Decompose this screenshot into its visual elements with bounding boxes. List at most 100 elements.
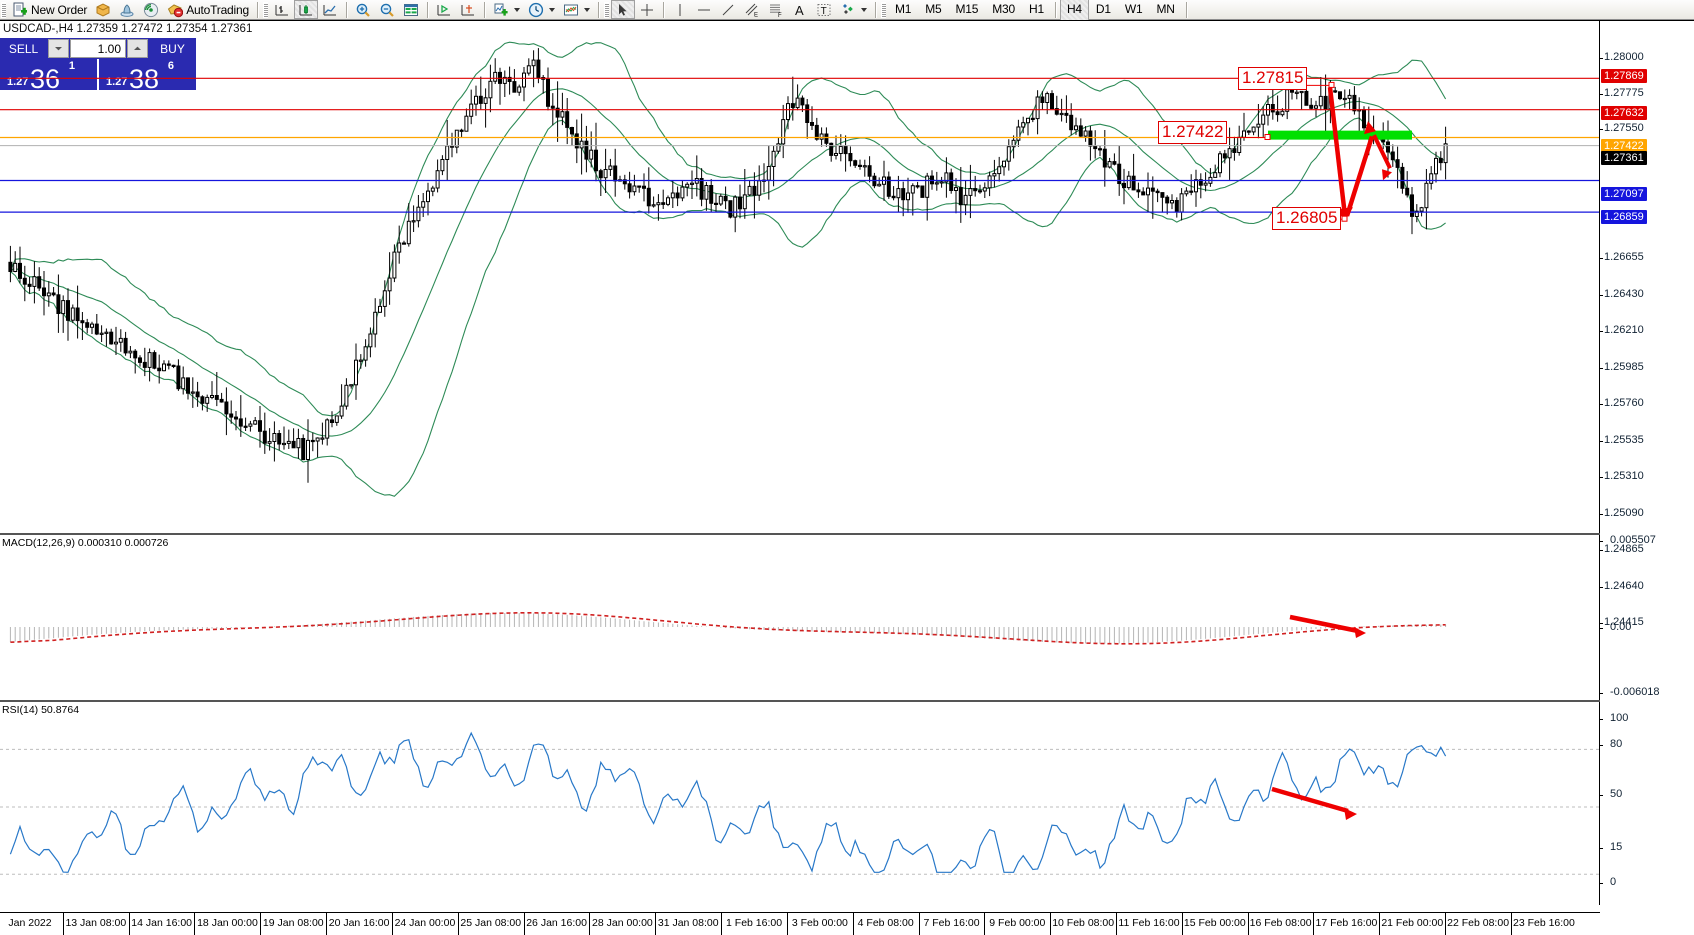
candlestick-chart-icon	[298, 2, 314, 18]
signals-button[interactable]	[115, 0, 139, 19]
chart-shift-icon	[436, 2, 452, 18]
volume-decrease-button[interactable]	[48, 39, 69, 58]
objects-dropdown-icon[interactable]	[860, 7, 867, 12]
text-button[interactable]: A	[788, 0, 812, 19]
fibonacci-button[interactable]: F	[764, 0, 788, 19]
macd-pane[interactable]	[0, 539, 1600, 699]
indicators-button[interactable]	[489, 0, 524, 19]
toolbar-grip[interactable]	[1, 1, 6, 18]
equidistant-channel-button[interactable]: E	[740, 0, 764, 19]
volume-input[interactable]: 1.00	[70, 39, 126, 58]
volume-increase-button[interactable]	[127, 39, 148, 58]
timeframe-m30[interactable]: M30	[985, 0, 1022, 21]
line-chart-button[interactable]	[318, 0, 342, 19]
data-window-icon	[403, 2, 419, 18]
annotation-price-mid[interactable]: 1.27422	[1158, 121, 1228, 144]
toolbar-separator-2	[345, 1, 347, 18]
annotation-price-high[interactable]: 1.27815	[1238, 67, 1308, 90]
time-tick: 21 Feb 00:00	[1381, 917, 1444, 929]
vertical-line-button[interactable]	[668, 0, 692, 19]
timeframe-m1-label: M1	[894, 2, 912, 16]
volume-control[interactable]: 1.00	[47, 38, 149, 59]
new-order-label: New Order	[31, 2, 88, 17]
rsi-label: RSI(14) 50.8764	[2, 704, 80, 716]
time-axis-divider	[589, 913, 591, 935]
time-tick: 22 Feb 08:00	[1447, 917, 1510, 929]
price-axis[interactable]: 1.28000 1.27869 1.27775 1.27632 1.27550 1.274…	[1599, 21, 1694, 905]
time-axis[interactable]: Jan 2022 13 Jan 08:00 14 Jan 16:00 18 Jan 0…	[0, 912, 1600, 935]
broadcast-button[interactable]	[139, 0, 163, 19]
time-tick: 31 Jan 08:00	[657, 917, 719, 929]
timeframe-h1[interactable]: H1	[1022, 0, 1051, 21]
data-window-button[interactable]	[399, 0, 423, 19]
timeframe-m1[interactable]: M1	[888, 0, 918, 21]
price-pane[interactable]	[0, 35, 1600, 551]
annotation-price-low[interactable]: 1.26805	[1272, 207, 1342, 230]
chart-shift-button[interactable]	[432, 0, 456, 19]
timeframe-m15[interactable]: M15	[949, 0, 986, 21]
price-tick: 1.25760	[1600, 397, 1644, 409]
sell-button[interactable]: SELL	[0, 38, 47, 59]
chart-window[interactable]: USDCAD-,H4 1.27359 1.27472 1.27354 1.273…	[0, 20, 1694, 935]
new-order-button[interactable]: New Order	[8, 0, 91, 19]
one-click-trading-panel[interactable]: SELL 1.00 BUY 1.27 36 1	[0, 38, 196, 93]
toolbar-grip-3[interactable]	[603, 1, 609, 18]
time-axis-divider	[984, 913, 986, 935]
time-axis-divider	[194, 913, 196, 935]
timeframe-d1[interactable]: D1	[1089, 0, 1118, 21]
price-tick: 1.25535	[1600, 434, 1644, 446]
cursor-button[interactable]	[610, 0, 635, 19]
chevron-down-icon	[55, 47, 62, 51]
time-axis-divider	[918, 913, 920, 935]
time-tick: 14 Jan 16:00	[131, 917, 192, 929]
time-axis-divider	[1379, 913, 1381, 935]
period-icon	[528, 2, 544, 18]
sell-price-box[interactable]: 1.27 36 1	[0, 59, 97, 93]
time-tick: 23 Feb 16:00	[1512, 917, 1575, 929]
price-label-badge: 1.27632	[1601, 106, 1647, 120]
horizontal-line-button[interactable]	[692, 0, 716, 19]
timeframe-mn[interactable]: MN	[1149, 0, 1181, 21]
period-button[interactable]	[524, 0, 559, 19]
timeframe-w1[interactable]: W1	[1118, 0, 1150, 21]
time-axis-divider	[655, 913, 657, 935]
price-tick: 1.27550	[1600, 122, 1644, 134]
objects-button[interactable]	[836, 0, 871, 19]
one-click-price-row: 1.27 36 1 1.27 38 6	[0, 59, 196, 93]
crosshair-button[interactable]	[635, 0, 659, 19]
zoom-in-button[interactable]	[351, 0, 375, 19]
pane-separator-1[interactable]	[0, 533, 1600, 535]
buy-price-box[interactable]: 1.27 38 6	[99, 59, 196, 93]
buy-button[interactable]: BUY	[149, 38, 196, 59]
templates-button[interactable]	[559, 0, 594, 19]
pane-separator-2[interactable]	[0, 700, 1600, 702]
templates-dropdown-icon[interactable]	[583, 7, 590, 12]
objects-icon	[840, 2, 856, 18]
price-tick: 1.26655	[1600, 251, 1644, 263]
time-axis-divider	[391, 913, 393, 935]
text-label-button[interactable]: T	[812, 0, 836, 19]
auto-scroll-button[interactable]	[456, 0, 480, 19]
price-tick: 1.25090	[1600, 507, 1644, 519]
time-axis-divider	[1115, 913, 1117, 935]
autotrading-button[interactable]: AutoTrading	[163, 0, 253, 19]
timeframe-h4[interactable]: H4	[1059, 0, 1089, 21]
timeframe-m15-label: M15	[955, 2, 979, 16]
equidistant-channel-icon: E	[744, 2, 760, 18]
rsi-pane[interactable]	[0, 707, 1600, 907]
period-dropdown-icon[interactable]	[548, 7, 555, 12]
macd-axis-tick: -0.006018	[1600, 686, 1694, 698]
timeframe-m5[interactable]: M5	[918, 0, 948, 21]
zoom-out-button[interactable]	[375, 0, 399, 19]
bar-chart-button[interactable]	[270, 0, 294, 19]
indicators-dropdown-icon[interactable]	[513, 7, 520, 12]
trendline-button[interactable]	[716, 0, 740, 19]
candlestick-chart-button[interactable]	[293, 0, 318, 19]
zoom-in-icon	[355, 2, 371, 18]
toolbar-grip-2[interactable]	[262, 1, 268, 18]
toolbar-grip-4[interactable]	[880, 1, 886, 18]
time-axis-divider	[260, 913, 262, 935]
expert-advisors-button[interactable]	[91, 0, 115, 19]
price-tick: 1.25310	[1600, 470, 1644, 482]
